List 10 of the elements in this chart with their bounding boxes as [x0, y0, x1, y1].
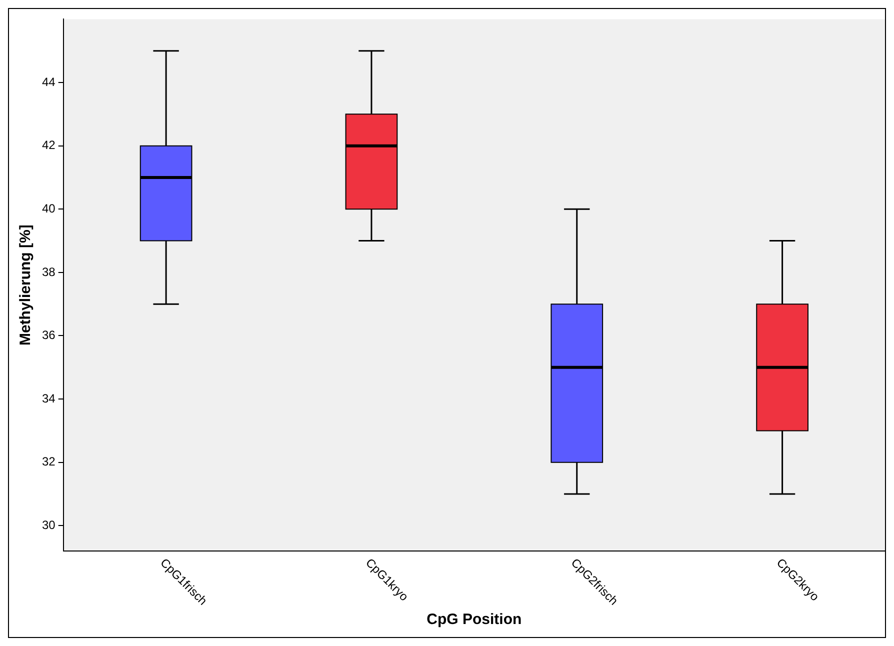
- y-axis-title: Methylierung [%]: [17, 224, 34, 346]
- y-tick-label: 42: [42, 138, 56, 152]
- y-tick-label: 30: [42, 518, 56, 532]
- y-tick-label: 38: [42, 264, 56, 279]
- x-axis-title: CpG Position: [426, 611, 522, 628]
- y-tick-label: 36: [42, 328, 56, 342]
- y-tick-label: 34: [42, 391, 56, 406]
- y-tick-label: 32: [42, 454, 56, 469]
- y-tick-label: 40: [42, 201, 56, 216]
- y-tick-label: 44: [42, 74, 56, 89]
